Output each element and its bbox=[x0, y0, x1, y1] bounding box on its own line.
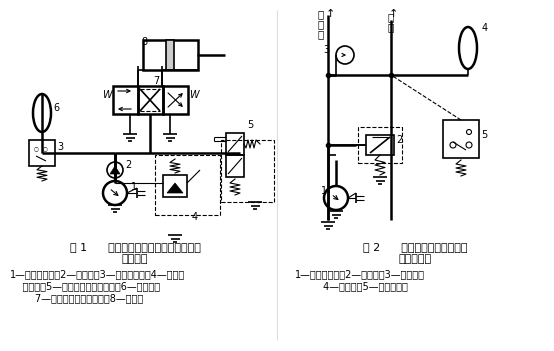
Bar bbox=[163, 86, 188, 114]
Text: 3: 3 bbox=[57, 142, 63, 152]
Bar bbox=[163, 175, 187, 197]
Bar bbox=[155, 155, 220, 215]
Text: 主: 主 bbox=[318, 9, 324, 19]
Polygon shape bbox=[167, 183, 183, 193]
Text: ↑: ↑ bbox=[388, 9, 398, 19]
Circle shape bbox=[336, 46, 354, 64]
Bar bbox=[138, 86, 163, 114]
Text: 动作的回路: 动作的回路 bbox=[398, 254, 432, 264]
Text: 1: 1 bbox=[131, 182, 137, 192]
Text: 2: 2 bbox=[125, 160, 131, 170]
Circle shape bbox=[466, 130, 471, 134]
Circle shape bbox=[466, 142, 472, 148]
Text: 油: 油 bbox=[318, 19, 324, 29]
Bar bbox=[358, 127, 402, 163]
Text: 5: 5 bbox=[247, 120, 253, 130]
Circle shape bbox=[324, 186, 348, 210]
Bar bbox=[221, 140, 274, 202]
Ellipse shape bbox=[33, 94, 51, 132]
Bar bbox=[113, 86, 138, 114]
Text: ○: ○ bbox=[43, 146, 48, 151]
Ellipse shape bbox=[459, 27, 477, 69]
Text: 图 2      用压力继电器控制顺序: 图 2 用压力继电器控制顺序 bbox=[363, 242, 467, 252]
Text: 5: 5 bbox=[481, 130, 488, 140]
Text: 4—蓄能器；5—压力继电器: 4—蓄能器；5—压力继电器 bbox=[295, 281, 408, 291]
Text: 7: 7 bbox=[153, 76, 159, 86]
Text: 1—定量液压泵；2—溢流阀；3—单向阀；: 1—定量液压泵；2—溢流阀；3—单向阀； bbox=[295, 269, 425, 279]
Bar bbox=[443, 120, 479, 158]
Circle shape bbox=[107, 162, 123, 178]
Circle shape bbox=[450, 142, 456, 148]
Text: 加载回路: 加载回路 bbox=[122, 254, 148, 264]
Bar bbox=[166, 40, 174, 70]
Text: 4: 4 bbox=[482, 23, 488, 33]
Text: 路: 路 bbox=[388, 22, 394, 32]
Text: 1: 1 bbox=[321, 186, 327, 196]
Text: W: W bbox=[189, 90, 199, 100]
Text: ↑: ↑ bbox=[325, 9, 335, 19]
Text: W: W bbox=[102, 90, 112, 100]
Text: 图 1      用压力继电器的液压泵的卸荷与: 图 1 用压力继电器的液压泵的卸荷与 bbox=[70, 242, 201, 252]
Text: 8: 8 bbox=[141, 37, 147, 47]
Text: 7—三位四通电磁换向阀；8—液压缸: 7—三位四通电磁换向阀；8—液压缸 bbox=[10, 293, 143, 303]
Text: 3: 3 bbox=[323, 45, 329, 55]
Bar bbox=[143, 40, 198, 70]
Bar bbox=[226, 155, 244, 177]
Text: 1—定量液压泵；2—单向阀；3—压力继电器；4—先导式: 1—定量液压泵；2—单向阀；3—压力继电器；4—先导式 bbox=[10, 269, 185, 279]
Text: 6: 6 bbox=[53, 103, 59, 113]
Bar bbox=[29, 140, 55, 166]
Bar bbox=[366, 135, 394, 155]
Circle shape bbox=[103, 181, 127, 205]
Text: 溢流阀；5—二位二通电磁换向阀；6—蓄能器；: 溢流阀；5—二位二通电磁换向阀；6—蓄能器； bbox=[10, 281, 160, 291]
Text: 2: 2 bbox=[396, 135, 402, 145]
Bar bbox=[226, 133, 244, 155]
Text: ○: ○ bbox=[34, 146, 39, 151]
Text: 路: 路 bbox=[318, 29, 324, 39]
Text: 4: 4 bbox=[192, 212, 198, 222]
Polygon shape bbox=[110, 166, 120, 174]
Text: 支: 支 bbox=[388, 12, 394, 22]
